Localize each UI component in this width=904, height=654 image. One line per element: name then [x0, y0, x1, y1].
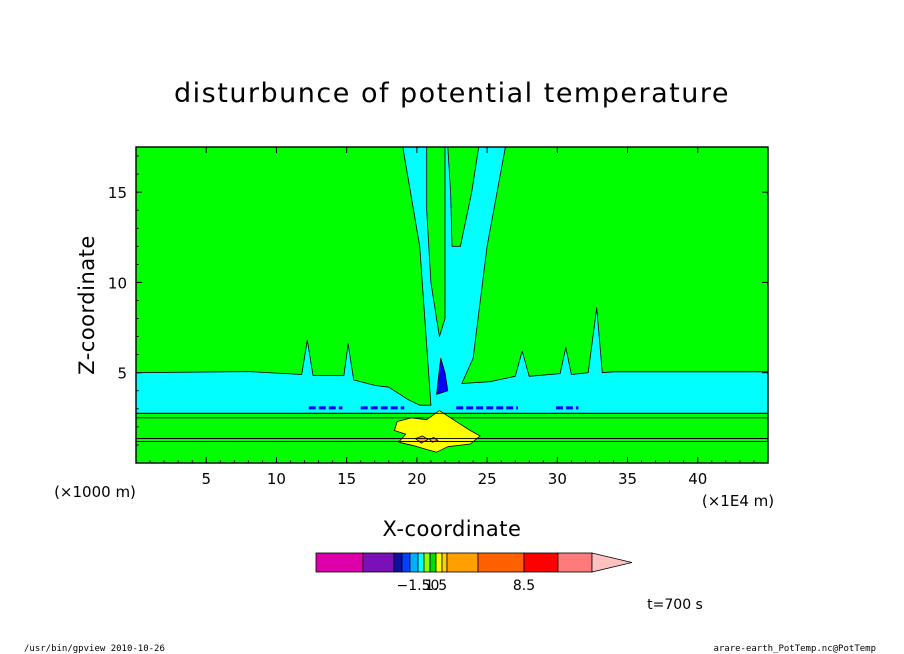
x-tick-label-7: 40: [688, 470, 707, 488]
colorbar-swatch-8: [435, 552, 443, 573]
colorbar-label-2: 8.5: [513, 578, 535, 594]
x-axis: 5 10 15 20 25 30 35 40: [149, 147, 755, 488]
x-unit-label: (×1E4 m): [702, 492, 774, 510]
x-tick-label-4: 25: [478, 470, 497, 488]
x-tick-label-6: 35: [618, 470, 637, 488]
x-tick-label-2: 15: [337, 470, 356, 488]
colorbar-swatch-0: [315, 552, 364, 573]
contour-region-1: [426, 147, 446, 338]
x-tick-label-1: 10: [267, 470, 286, 488]
colorbar-swatch-5: [417, 552, 425, 573]
contour-region-2: [447, 147, 480, 247]
y-tick-label-2: 15: [108, 184, 127, 202]
y-axis: 5 10 15: [108, 155, 768, 446]
colorbar-swatch-10: [446, 552, 479, 573]
colorbar-swatch-13: [557, 552, 593, 573]
footer-right: arare-earth_PotTemp.nc@PotTemp: [713, 644, 876, 654]
plot-area: [136, 147, 768, 463]
time-label: t=700 s: [647, 597, 703, 613]
chart-title: disturbunce of potential temperature: [174, 78, 730, 109]
y-axis-label: Z-coordinate: [75, 235, 99, 375]
x-tick-label-3: 20: [407, 470, 426, 488]
colorbar-label-0: −1.50: [397, 578, 440, 594]
colorbar-swatch-3: [401, 552, 411, 573]
colorbar-label-1: 1.5: [425, 578, 447, 594]
x-axis-label: X-coordinate: [383, 517, 522, 541]
colorbar-swatch-4: [409, 552, 419, 573]
footer-left: /usr/bin/gpview 2010-10-26: [24, 644, 165, 654]
colorbar-swatch-2: [393, 552, 403, 573]
contour-region-0: [136, 147, 768, 414]
colorbar-arrow: [591, 552, 633, 573]
y-unit-label: (×1000 m): [54, 483, 136, 501]
colorbar-swatch-9: [441, 552, 448, 573]
colorbar-swatch-6: [423, 552, 431, 573]
colorbar-swatch-12: [523, 552, 559, 573]
x-tick-label-0: 5: [201, 470, 211, 488]
colorbar-swatch-7: [429, 552, 437, 573]
contour-region-3: [436, 357, 449, 395]
y-tick-label-1: 10: [108, 274, 127, 292]
x-tick-label-5: 30: [548, 470, 567, 488]
y-tick-label-0: 5: [117, 365, 127, 383]
colorbar-swatch-11: [477, 552, 525, 573]
colorbar: −1.501.5 8.5: [315, 552, 633, 594]
colorbar-swatch-1: [362, 552, 395, 573]
plot-frame: [135, 146, 769, 464]
